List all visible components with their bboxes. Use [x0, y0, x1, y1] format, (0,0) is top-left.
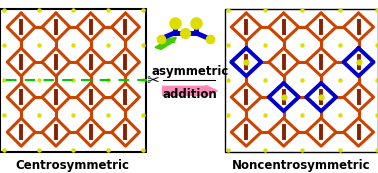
Text: asymmetric: asymmetric	[151, 65, 228, 78]
Text: addition: addition	[163, 88, 217, 101]
Text: Noncentrosymmetric: Noncentrosymmetric	[232, 159, 371, 172]
FancyBboxPatch shape	[0, 9, 146, 152]
FancyBboxPatch shape	[225, 9, 378, 152]
FancyArrow shape	[163, 85, 217, 96]
Text: Centrosymmetric: Centrosymmetric	[16, 159, 130, 172]
FancyArrow shape	[155, 37, 176, 49]
Text: ✂: ✂	[147, 73, 160, 88]
